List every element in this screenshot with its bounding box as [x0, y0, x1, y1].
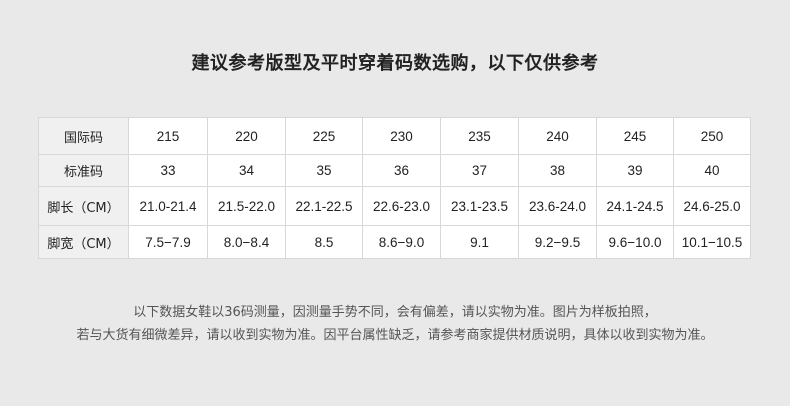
- table-cell: 9.1: [440, 225, 519, 259]
- size-chart-table: 国际码 215 220 225 230 235 240 245 250 标准码 33 34 35 36 37…: [38, 117, 751, 259]
- table-cell: 21.0-21.4: [128, 186, 208, 226]
- table-cell: 8.5: [285, 225, 363, 259]
- note-line-1: 以下数据女鞋以36码测量，因测量手势不同，会有偏差，请以实物为准。图片为样板拍照…: [133, 305, 657, 320]
- table-cell: 39: [596, 154, 674, 187]
- table-cell: 240: [518, 117, 597, 155]
- table-cell: 245: [596, 117, 674, 155]
- table-cell: 21.5-22.0: [207, 186, 286, 226]
- table-cell: 230: [362, 117, 441, 155]
- table-row: 国际码 215 220 225 230 235 240 245 250: [38, 117, 751, 155]
- table-cell: 38: [518, 154, 597, 187]
- table-cell: 8.6−9.0: [362, 225, 441, 259]
- table-cell: 24.1-24.5: [596, 186, 674, 226]
- table-cell: 35: [285, 154, 363, 187]
- table-row: 脚宽（CM） 7.5−7.9 8.0−8.4 8.5 8.6−9.0 9.1 9.2−9.5…: [38, 225, 751, 259]
- table-row: 标准码 33 34 35 36 37 38 39 40: [38, 154, 751, 187]
- table-cell: 37: [440, 154, 519, 187]
- table-cell: 22.6-23.0: [362, 186, 441, 226]
- table-cell: 34: [207, 154, 286, 187]
- table-cell: 22.1-22.5: [285, 186, 363, 226]
- table-cell: 10.1−10.5: [673, 225, 751, 259]
- table-cell: 23.6-24.0: [518, 186, 597, 226]
- table-cell: 250: [673, 117, 751, 155]
- table-cell: 9.6−10.0: [596, 225, 674, 259]
- page-title: 建议参考版型及平时穿着码数选购，以下仅供参考: [191, 53, 599, 74]
- table-cell: 23.1-23.5: [440, 186, 519, 226]
- note-line-2: 若与大货有细微差异，请以收到实物为准。因平台属性缺乏，请参考商家提供材质说明，具…: [76, 328, 714, 343]
- row-header: 脚长（CM）: [38, 186, 129, 226]
- table-cell: 7.5−7.9: [128, 225, 208, 259]
- table-cell: 9.2−9.5: [518, 225, 597, 259]
- row-header: 标准码: [38, 154, 129, 187]
- table-cell: 8.0−8.4: [207, 225, 286, 259]
- table-cell: 215: [128, 117, 208, 155]
- row-header: 脚宽（CM）: [38, 225, 129, 259]
- table-cell: 220: [207, 117, 286, 155]
- row-header: 国际码: [38, 117, 129, 155]
- table-cell: 225: [285, 117, 363, 155]
- table-cell: 24.6-25.0: [673, 186, 751, 226]
- table-row: 脚长（CM） 21.0-21.4 21.5-22.0 22.1-22.5 22.6-23…: [38, 186, 751, 226]
- table-cell: 40: [673, 154, 751, 187]
- table-cell: 36: [362, 154, 441, 187]
- table-cell: 33: [128, 154, 208, 187]
- table-cell: 235: [440, 117, 519, 155]
